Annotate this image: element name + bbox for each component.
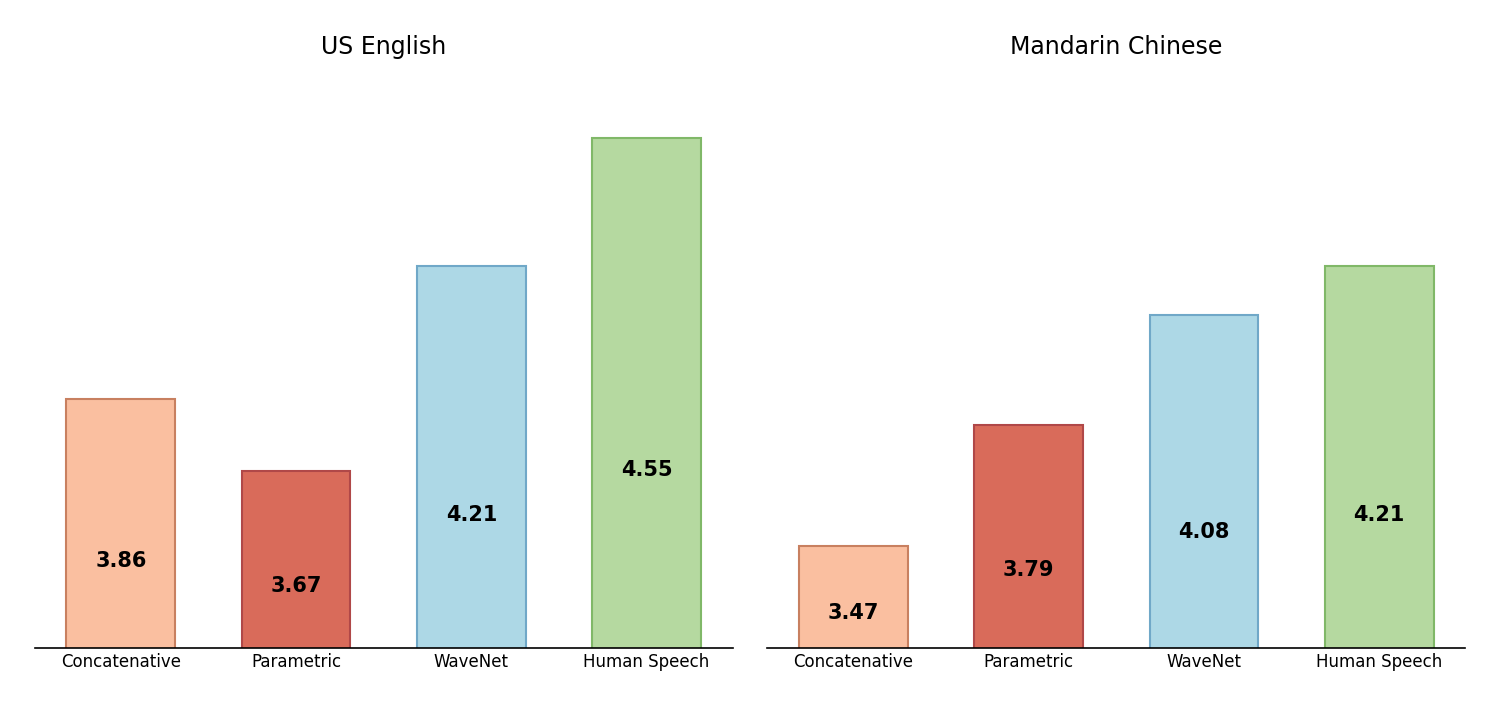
Title: Mandarin Chinese: Mandarin Chinese (1010, 35, 1222, 59)
Text: 3.67: 3.67 (270, 576, 321, 596)
Bar (242, 470, 351, 706)
Text: 4.21: 4.21 (446, 505, 497, 525)
Text: 3.47: 3.47 (828, 603, 879, 623)
Text: 4.08: 4.08 (1179, 522, 1230, 542)
Bar (1324, 266, 1434, 706)
Bar (66, 399, 176, 706)
Bar (417, 266, 525, 706)
Bar (800, 546, 907, 706)
Text: 4.55: 4.55 (621, 460, 672, 479)
Bar (975, 425, 1083, 706)
Bar (592, 138, 700, 706)
Text: 4.21: 4.21 (1353, 505, 1406, 525)
Title: US English: US English (321, 35, 447, 59)
Text: 3.86: 3.86 (94, 551, 147, 571)
Text: 3.79: 3.79 (1004, 561, 1054, 580)
Bar (1149, 316, 1258, 706)
